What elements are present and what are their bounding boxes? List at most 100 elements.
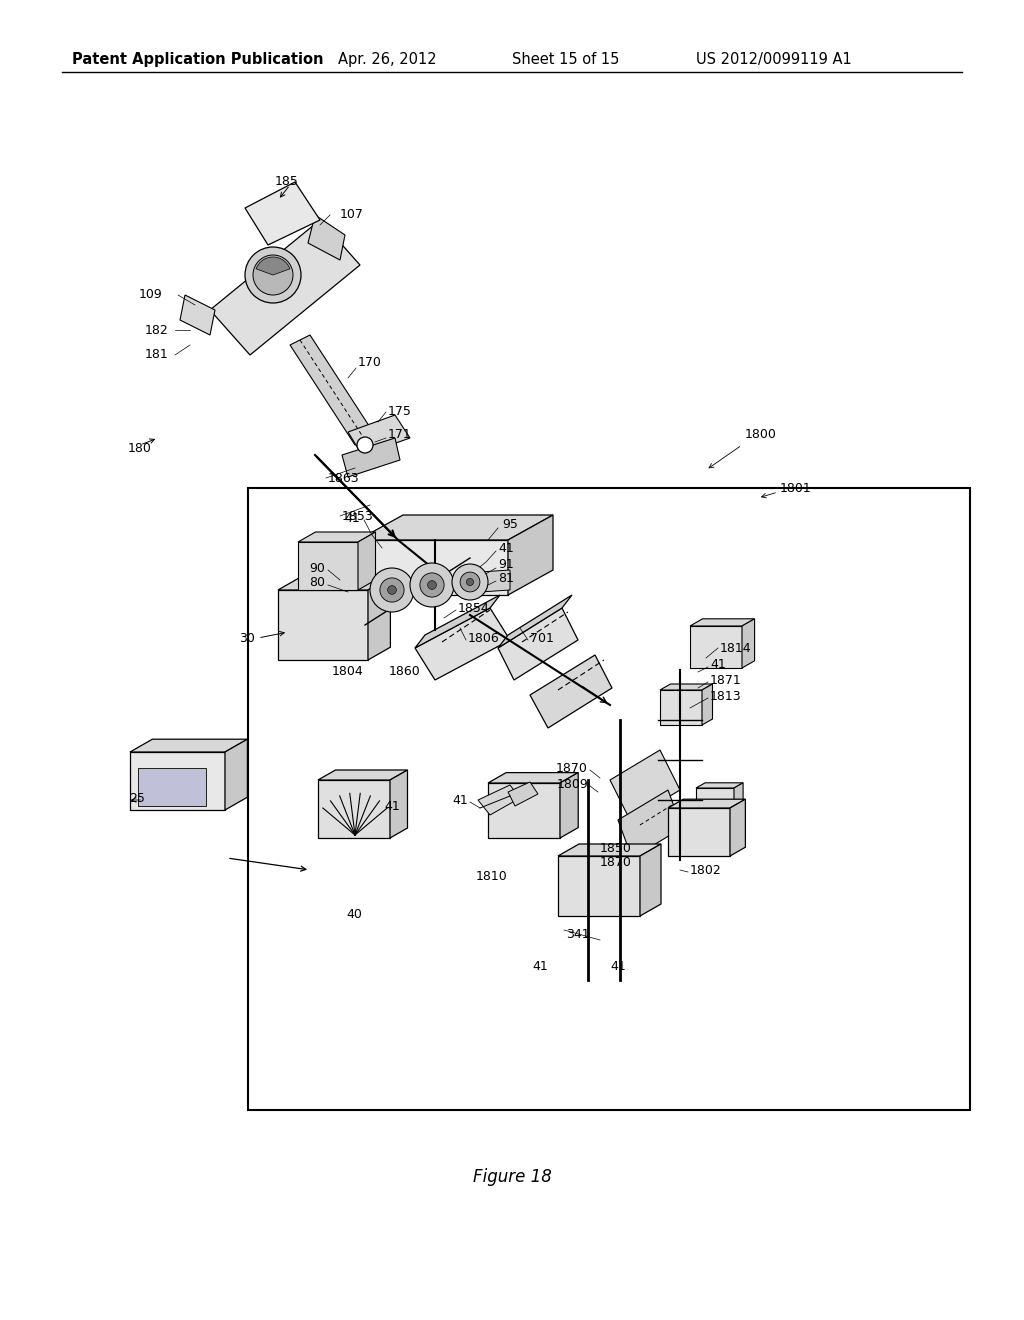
Circle shape — [245, 247, 301, 304]
Polygon shape — [180, 294, 215, 335]
Text: 41: 41 — [384, 800, 400, 813]
Polygon shape — [130, 739, 248, 752]
Polygon shape — [668, 799, 745, 808]
Polygon shape — [415, 609, 510, 680]
Polygon shape — [558, 855, 640, 916]
Circle shape — [428, 581, 436, 590]
Text: 41: 41 — [610, 960, 626, 973]
Text: 175: 175 — [388, 405, 412, 418]
Polygon shape — [498, 609, 578, 680]
Polygon shape — [696, 783, 743, 788]
Text: 81: 81 — [498, 572, 514, 585]
Text: US 2012/0099119 A1: US 2012/0099119 A1 — [696, 51, 852, 67]
Wedge shape — [256, 257, 290, 275]
Polygon shape — [298, 543, 358, 590]
Text: 1863: 1863 — [328, 473, 359, 484]
Text: 109: 109 — [138, 289, 162, 301]
Circle shape — [357, 437, 373, 453]
Text: 185: 185 — [275, 176, 299, 187]
Text: 701: 701 — [530, 631, 554, 644]
Text: 1860: 1860 — [389, 665, 421, 678]
Polygon shape — [690, 619, 755, 626]
Text: 1809: 1809 — [556, 777, 588, 791]
Polygon shape — [530, 655, 612, 729]
Polygon shape — [318, 770, 408, 780]
Text: 41: 41 — [453, 793, 468, 807]
Text: 1870: 1870 — [600, 855, 632, 869]
Polygon shape — [730, 799, 745, 855]
Text: 180: 180 — [128, 441, 152, 454]
Polygon shape — [660, 690, 702, 725]
Circle shape — [253, 255, 293, 294]
Polygon shape — [358, 532, 376, 590]
Text: 41: 41 — [498, 541, 514, 554]
Polygon shape — [734, 783, 743, 820]
Polygon shape — [130, 752, 225, 810]
Polygon shape — [308, 215, 345, 260]
Polygon shape — [742, 619, 755, 668]
Polygon shape — [508, 781, 538, 807]
Text: 1871: 1871 — [710, 673, 741, 686]
Text: 1853: 1853 — [342, 510, 374, 523]
Text: Sheet 15 of 15: Sheet 15 of 15 — [512, 51, 620, 67]
Polygon shape — [618, 789, 682, 858]
Polygon shape — [508, 515, 553, 595]
Polygon shape — [696, 788, 734, 820]
Text: 80: 80 — [309, 576, 325, 589]
Polygon shape — [318, 780, 390, 838]
Polygon shape — [298, 532, 376, 543]
Polygon shape — [488, 783, 560, 838]
Polygon shape — [558, 843, 662, 855]
Polygon shape — [415, 595, 500, 648]
Polygon shape — [668, 808, 730, 855]
Circle shape — [410, 564, 454, 607]
Text: 1802: 1802 — [690, 863, 722, 876]
Text: Patent Application Publication: Patent Application Publication — [72, 51, 324, 67]
Text: 1806: 1806 — [468, 631, 500, 644]
Polygon shape — [690, 626, 742, 668]
Polygon shape — [245, 182, 319, 246]
Text: 95: 95 — [502, 519, 518, 532]
Text: 341: 341 — [566, 928, 590, 941]
Polygon shape — [278, 577, 390, 590]
Polygon shape — [560, 772, 579, 838]
Text: 41: 41 — [532, 960, 548, 973]
Text: 1810: 1810 — [476, 870, 508, 883]
Circle shape — [370, 568, 414, 612]
Text: 41: 41 — [344, 511, 360, 524]
Text: 171: 171 — [388, 428, 412, 441]
Polygon shape — [480, 570, 510, 591]
Polygon shape — [342, 438, 400, 477]
Text: 41: 41 — [710, 659, 726, 672]
Text: 30: 30 — [240, 631, 255, 644]
Text: 1850: 1850 — [600, 842, 632, 854]
Polygon shape — [640, 843, 662, 916]
Text: 1800: 1800 — [745, 429, 777, 441]
Text: 90: 90 — [309, 561, 325, 574]
Circle shape — [420, 573, 444, 597]
Bar — [248, 488, 970, 1110]
Bar — [138, 768, 206, 807]
Polygon shape — [290, 335, 375, 445]
Text: 25: 25 — [129, 792, 145, 804]
Text: Figure 18: Figure 18 — [472, 1168, 552, 1185]
Text: Apr. 26, 2012: Apr. 26, 2012 — [338, 51, 436, 67]
Polygon shape — [390, 770, 408, 838]
Text: 107: 107 — [340, 209, 364, 222]
Text: 1801: 1801 — [780, 482, 812, 495]
Polygon shape — [358, 515, 553, 540]
Polygon shape — [278, 590, 368, 660]
Text: 1804: 1804 — [332, 665, 364, 678]
Polygon shape — [368, 577, 390, 660]
Circle shape — [452, 564, 488, 601]
Polygon shape — [702, 684, 713, 725]
Polygon shape — [225, 739, 248, 810]
Polygon shape — [488, 772, 579, 783]
Polygon shape — [498, 595, 572, 648]
Polygon shape — [348, 414, 410, 455]
Polygon shape — [478, 785, 520, 814]
Circle shape — [380, 578, 404, 602]
Text: 1870: 1870 — [556, 762, 588, 775]
Circle shape — [466, 578, 473, 586]
Polygon shape — [210, 220, 360, 355]
